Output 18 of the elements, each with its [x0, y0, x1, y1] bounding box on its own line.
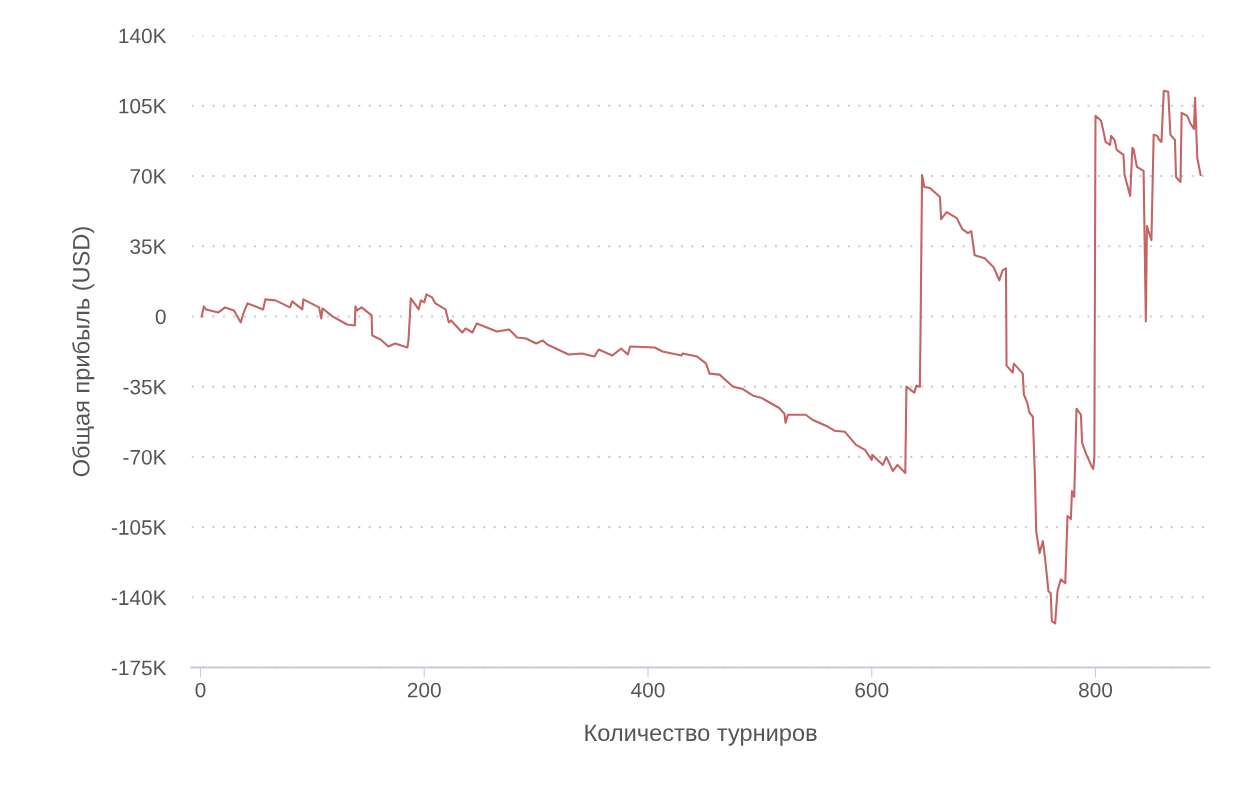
- y-tick-label: 140K: [119, 28, 167, 44]
- y-tick-label: -35K: [123, 379, 167, 395]
- y-tick-label: -105K: [111, 520, 167, 535]
- y-tick-label: -140K: [111, 590, 167, 606]
- y-tick-label: 35K: [130, 239, 167, 254]
- y-tick-label: 0: [155, 309, 166, 325]
- y-tick-label: -70K: [123, 449, 167, 465]
- x-tick-label: 0: [195, 682, 206, 698]
- x-axis-title: Количество турниров: [585, 724, 817, 746]
- y-tick-label: -175K: [111, 660, 167, 676]
- line-series: [200, 89, 1202, 625]
- x-tick-label: 400: [631, 682, 665, 698]
- x-tick-label: 200: [407, 682, 441, 698]
- y-tick-label: 105K: [119, 98, 167, 114]
- y-tick-label: 70K: [130, 169, 167, 184]
- x-tick-label: 600: [855, 682, 889, 698]
- y-axis-title: Общая прибыль (USD): [72, 227, 95, 477]
- x-tick-label: 800: [1079, 682, 1113, 698]
